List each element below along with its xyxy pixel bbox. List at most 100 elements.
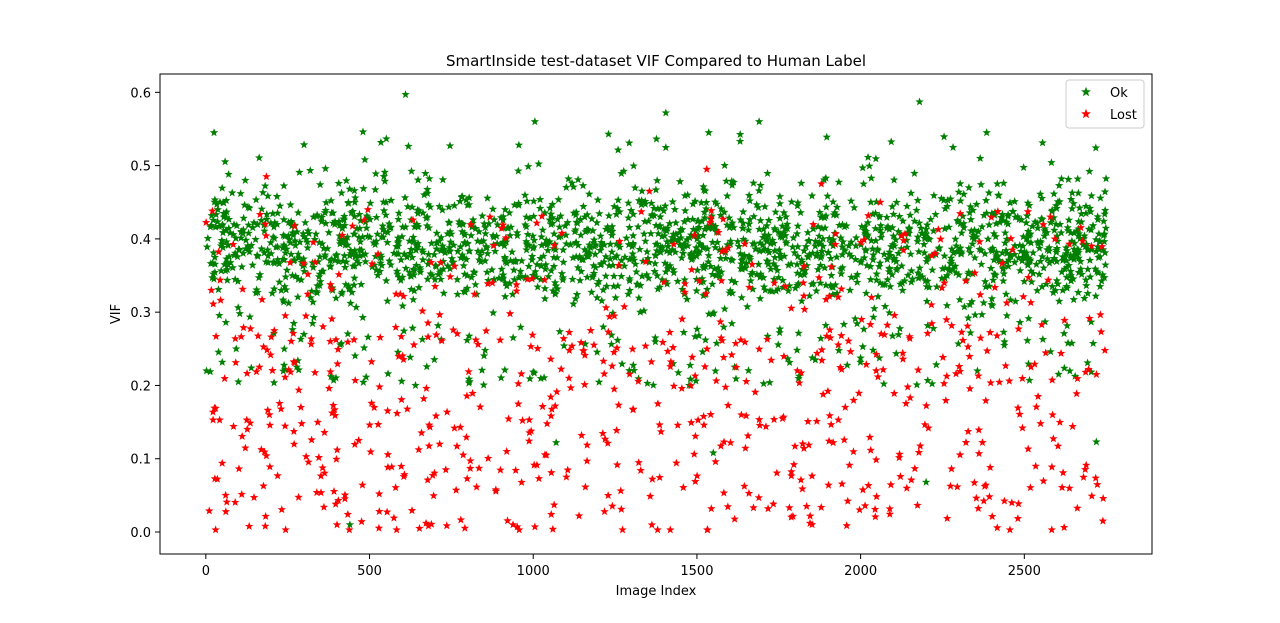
ok-point — [998, 264, 1008, 273]
ok-point — [294, 249, 303, 258]
lost-point — [537, 211, 547, 220]
lost-point — [795, 378, 804, 387]
lost-point — [824, 436, 834, 445]
lost-point — [641, 341, 650, 350]
ok-point — [291, 271, 300, 280]
ok-point — [462, 335, 472, 344]
ok-point — [218, 198, 228, 207]
lost-point — [582, 456, 592, 465]
ok-point — [777, 232, 787, 241]
ok-point — [576, 230, 586, 239]
lost-point — [257, 445, 266, 454]
lost-point — [864, 211, 873, 220]
ok-point — [1026, 238, 1036, 247]
ok-point — [756, 180, 765, 189]
ok-point — [821, 280, 831, 289]
ok-point — [321, 205, 330, 214]
ok-point — [815, 238, 824, 247]
lost-point — [658, 337, 667, 346]
ok-point — [536, 254, 545, 263]
ok-point — [457, 227, 467, 236]
ok-point — [330, 256, 340, 265]
ok-point — [644, 216, 653, 225]
ok-point — [680, 241, 689, 250]
ok-point — [916, 223, 926, 232]
lost-point — [1097, 242, 1107, 251]
ok-point — [1058, 285, 1067, 294]
ok-point — [625, 366, 634, 375]
lost-point — [338, 230, 347, 239]
ok-point — [944, 222, 954, 231]
lost-point — [430, 282, 440, 290]
ok-point — [940, 224, 949, 233]
ok-point — [1080, 294, 1089, 302]
lost-point — [837, 479, 847, 488]
ok-point — [613, 204, 622, 212]
ok-point — [207, 211, 216, 220]
lost-point — [603, 491, 613, 500]
ok-point — [541, 260, 550, 269]
ok-point — [280, 344, 289, 353]
lost-point — [218, 458, 227, 467]
ok-point — [625, 286, 634, 294]
ok-point — [369, 238, 378, 247]
ok-point — [275, 277, 284, 286]
ok-point — [683, 241, 692, 250]
ok-point — [720, 161, 729, 170]
ok-point — [212, 200, 222, 208]
ok-point — [706, 262, 715, 271]
lost-point — [939, 379, 949, 388]
ok-point — [413, 239, 423, 248]
lost-point — [205, 506, 214, 515]
ok-point — [224, 252, 234, 261]
lost-point — [947, 464, 956, 473]
ok-point — [957, 228, 966, 237]
ok-point — [922, 257, 931, 266]
lost-point — [551, 401, 560, 410]
ok-point — [1025, 201, 1034, 210]
ok-point — [306, 166, 315, 175]
lost-point — [745, 283, 754, 291]
lost-point — [897, 231, 906, 240]
ok-point — [889, 175, 899, 184]
ok-point — [418, 335, 427, 344]
ok-point — [257, 216, 266, 225]
ok-point — [593, 195, 603, 204]
ok-point — [678, 249, 688, 257]
ok-point — [727, 176, 736, 185]
ok-point — [1040, 317, 1050, 326]
ok-point — [394, 208, 404, 217]
ok-point — [727, 319, 737, 328]
ok-point — [480, 256, 490, 265]
ok-point — [345, 184, 354, 193]
data-points — [201, 90, 1111, 534]
ok-point — [941, 263, 950, 272]
ok-point — [964, 183, 974, 192]
ok-point — [224, 169, 233, 178]
ok-point — [522, 245, 531, 254]
lost-point — [826, 333, 835, 342]
lost-point — [246, 324, 255, 333]
ok-point — [414, 283, 424, 292]
ok-point — [500, 254, 510, 263]
ok-point — [592, 293, 602, 302]
ok-point — [776, 253, 785, 262]
ok-point — [869, 250, 878, 259]
lost-point — [581, 482, 590, 491]
ok-point — [690, 196, 700, 205]
ok-point — [889, 231, 898, 240]
ok-point — [968, 232, 977, 241]
ok-point — [894, 249, 903, 258]
lost-point — [866, 445, 875, 454]
ok-point — [827, 282, 837, 291]
lost-point — [1081, 367, 1090, 376]
ok-point — [673, 276, 682, 285]
ok-point — [266, 218, 276, 227]
lost-point — [793, 366, 802, 375]
ok-point — [1059, 329, 1069, 338]
lost-point — [727, 350, 736, 359]
ok-point — [1064, 175, 1073, 183]
ok-point — [522, 239, 531, 248]
lost-point — [910, 464, 919, 473]
ok-point — [430, 275, 440, 284]
